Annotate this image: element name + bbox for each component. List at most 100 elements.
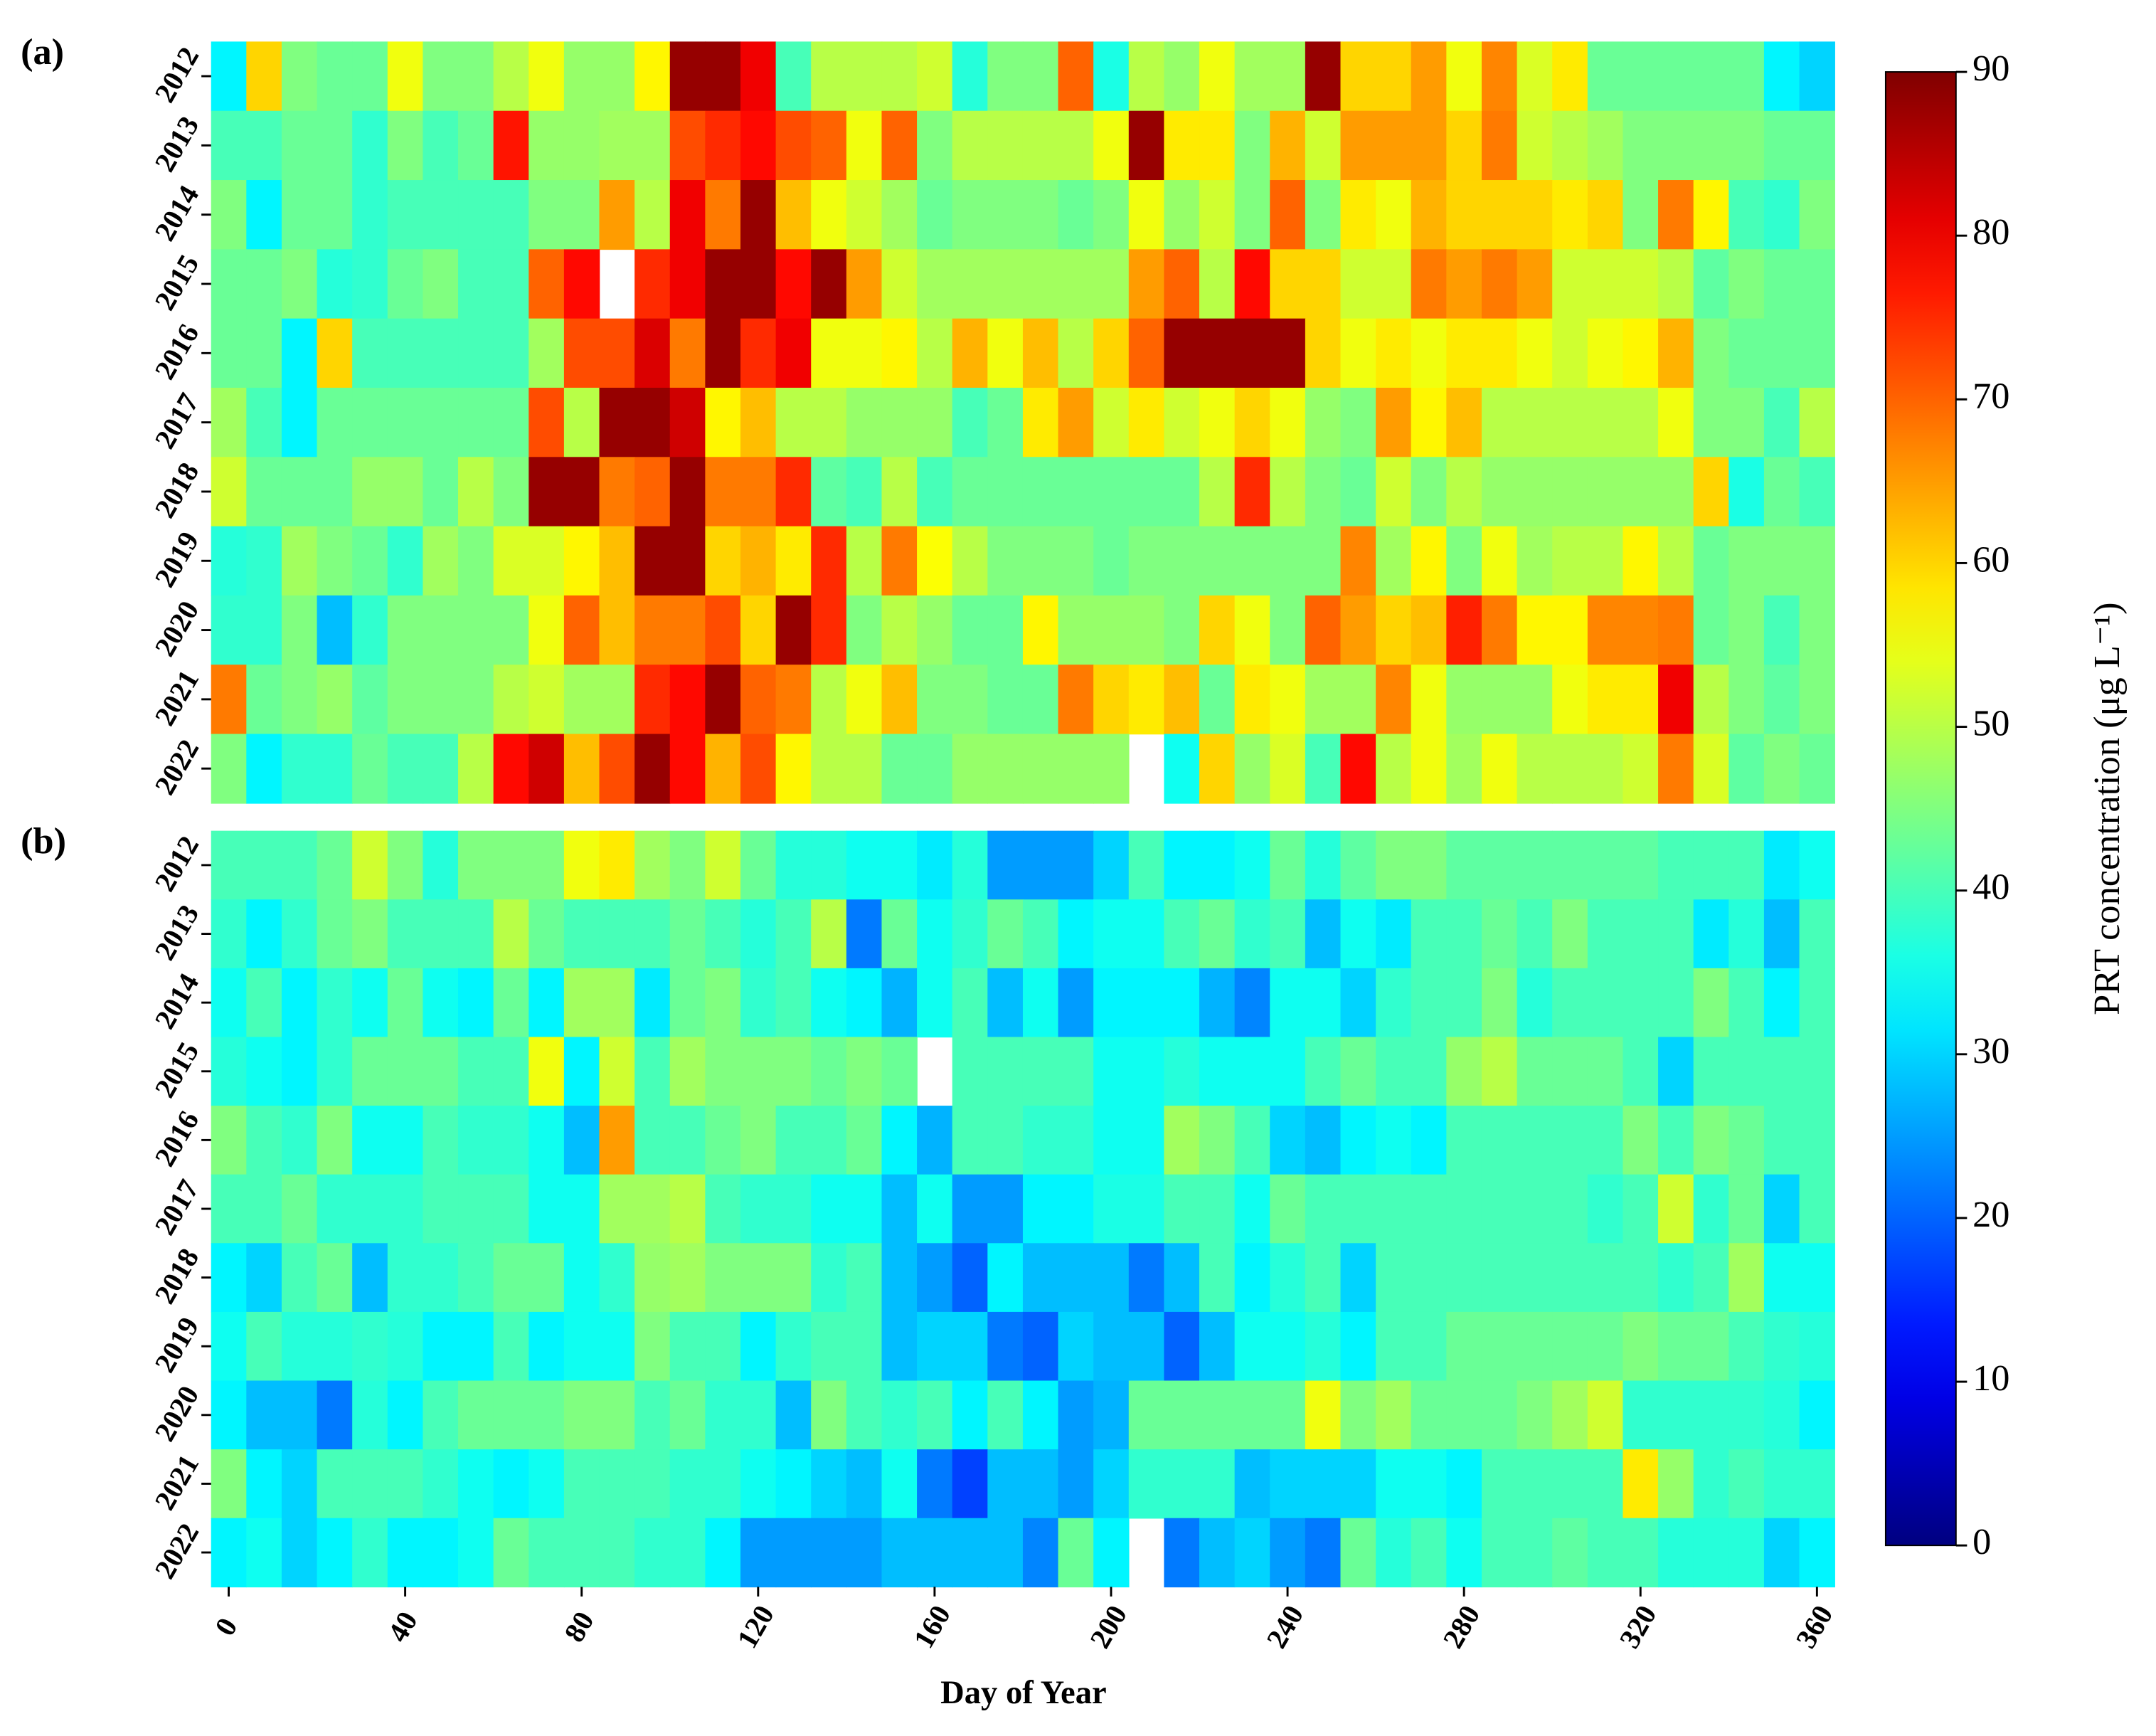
- heatmap-cell: [811, 899, 847, 969]
- heatmap-cell: [423, 899, 459, 969]
- heatmap-cell: [1093, 249, 1130, 319]
- heatmap-cell: [1763, 830, 1800, 901]
- heatmap-cell: [705, 318, 741, 388]
- heatmap-cell: [1234, 1311, 1271, 1382]
- heatmap-cell: [458, 968, 494, 1038]
- heatmap-cell: [1199, 318, 1236, 388]
- heatmap-cell: [1234, 387, 1271, 458]
- heatmap-cell: [1199, 595, 1236, 666]
- y-tick-label: 2022: [149, 734, 206, 800]
- heatmap-cell: [317, 249, 353, 319]
- heatmap-cell: [1446, 665, 1482, 735]
- heatmap-cell: [1623, 830, 1659, 901]
- heatmap-cell: [387, 1243, 424, 1313]
- heatmap-cell: [1728, 595, 1765, 666]
- heatmap-cell: [881, 1037, 918, 1106]
- heatmap-cell: [1234, 318, 1271, 388]
- heatmap-cell: [669, 180, 706, 250]
- heatmap-cell: [1270, 1449, 1306, 1519]
- heatmap-cell: [493, 595, 530, 666]
- heatmap-cell: [1199, 1311, 1236, 1382]
- heatmap-cell: [987, 180, 1024, 250]
- heatmap-cell: [529, 830, 565, 901]
- heatmap-cell: [634, 387, 671, 458]
- heatmap-cell: [1799, 41, 1835, 112]
- heatmap-cell: [458, 734, 494, 804]
- heatmap-cell: [669, 526, 706, 596]
- heatmap-cell: [846, 318, 883, 388]
- heatmap-cell: [599, 318, 635, 388]
- heatmap-cell: [775, 968, 812, 1038]
- heatmap-cell: [281, 1106, 318, 1175]
- heatmap-cell: [1693, 110, 1730, 181]
- heatmap-cell: [1022, 899, 1059, 969]
- heatmap-cell: [669, 1243, 706, 1313]
- heatmap-cell: [1552, 830, 1588, 901]
- heatmap-cell: [634, 1380, 671, 1450]
- heatmap-cell: [1799, 968, 1835, 1038]
- heatmap-cell: [1234, 830, 1271, 901]
- heatmap-cell: [1411, 1311, 1448, 1382]
- heatmap-cell: [811, 387, 847, 458]
- heatmap-cell: [881, 1106, 918, 1175]
- heatmap-cell: [1093, 665, 1130, 735]
- heatmap-cell: [952, 830, 989, 901]
- heatmap-cell: [846, 1037, 883, 1106]
- heatmap-cell: [775, 526, 812, 596]
- heatmap-cell: [1376, 1243, 1412, 1313]
- heatmap-cell: [1234, 1243, 1271, 1313]
- heatmap-cell: [599, 41, 635, 112]
- heatmap-cell: [1658, 1037, 1694, 1106]
- heatmap-cell: [423, 318, 459, 388]
- y-tick-label: 2015: [149, 249, 206, 315]
- heatmap-cell: [1728, 41, 1765, 112]
- heatmap-cell: [705, 1311, 741, 1382]
- heatmap-cell: [1763, 1311, 1800, 1382]
- heatmap-cell: [1376, 665, 1412, 735]
- heatmap-cell: [317, 526, 353, 596]
- heatmap-cell: [1022, 968, 1059, 1038]
- y-tick-label: 2013: [149, 111, 206, 177]
- heatmap-cell: [1587, 1518, 1624, 1588]
- heatmap-cell: [599, 526, 635, 596]
- heatmap-cell: [1517, 526, 1553, 596]
- heatmap-cell: [1340, 968, 1376, 1038]
- heatmap-cell: [705, 1380, 741, 1450]
- heatmap-cell: [563, 1243, 600, 1313]
- heatmap-cell: [1164, 1380, 1200, 1450]
- heatmap-cell: [1340, 1243, 1376, 1313]
- heatmap-cell: [1728, 1380, 1765, 1450]
- heatmap-cell: [317, 830, 353, 901]
- heatmap-cell: [987, 249, 1024, 319]
- heatmap-cell: [740, 457, 777, 527]
- heatmap-cell: [1481, 1449, 1518, 1519]
- heatmap-cell: [1340, 249, 1376, 319]
- heatmap-cell: [1164, 734, 1200, 804]
- heatmap-cell: [281, 41, 318, 112]
- heatmap-cell: [1128, 249, 1165, 319]
- heatmap-cell: [599, 110, 635, 181]
- heatmap-cell: [917, 899, 953, 969]
- heatmap-cell: [1693, 457, 1730, 527]
- heatmap-cell: [281, 457, 318, 527]
- heatmap-cell: [846, 110, 883, 181]
- heatmap-cell: [423, 41, 459, 112]
- heatmap-cell: [1305, 734, 1342, 804]
- x-tick-label: 0: [208, 1612, 243, 1641]
- x-tick-label: 160: [908, 1600, 957, 1653]
- heatmap-cell: [1587, 968, 1624, 1038]
- heatmap-cell: [1164, 249, 1200, 319]
- y-tick-label: 2016: [149, 1106, 206, 1172]
- heatmap-cell: [281, 595, 318, 666]
- heatmap-cell: [881, 1518, 918, 1588]
- heatmap-cell: [1728, 318, 1765, 388]
- heatmap-cell: [458, 249, 494, 319]
- heatmap-cell: [1728, 526, 1765, 596]
- heatmap-cell: [1164, 1106, 1200, 1175]
- heatmap-cell: [1411, 1174, 1448, 1244]
- heatmap-cell: [1058, 41, 1094, 112]
- heatmap-cell: [423, 249, 459, 319]
- heatmap-cell: [1446, 457, 1482, 527]
- heatmap-cell: [317, 1243, 353, 1313]
- heatmap-cell: [1728, 1311, 1765, 1382]
